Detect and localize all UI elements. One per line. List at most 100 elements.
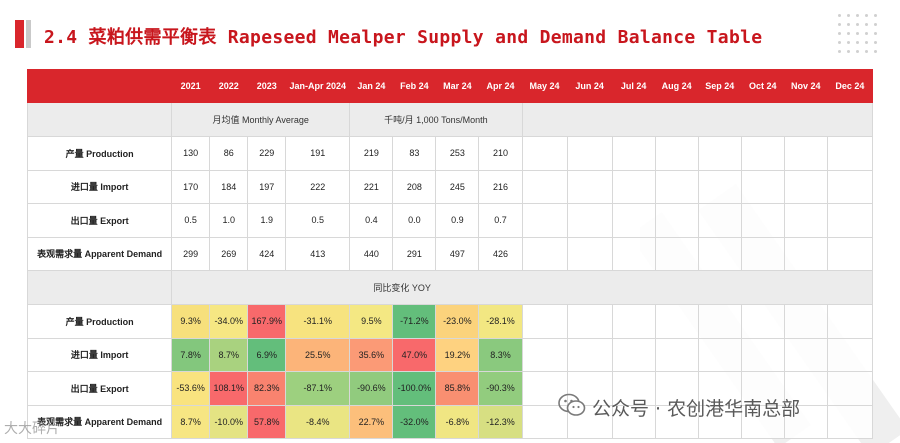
table-cell: -6.8% [435,404,480,439]
table-cell: 82.3% [247,371,287,406]
empty-cell [566,371,613,406]
empty-cell [826,404,874,439]
table-cell: 191 [285,136,351,171]
empty-cell [740,337,785,372]
table-cell: -90.3% [478,371,523,406]
watermark-text: 公众号 · 农创港华南总部 [592,398,801,420]
empty-cell [566,203,613,238]
table-row: 出口量 Export -53.6% 108.1% 82.3% -87.1% -90.6% -… [26,371,874,406]
table-cell: 9.3% [171,304,211,339]
empty-cell [566,404,613,439]
table-row: 出口量 Export 0.5 1.0 1.9 0.5 0.4 0.0 0.9 0.7 [26,203,874,238]
table-cell: -32.0% [392,404,437,439]
column-header: Aug 24 [654,69,699,103]
column-header: Jul 24 [611,69,656,103]
empty-cell [740,203,785,238]
empty-cell [826,304,874,339]
table-cell: 221 [349,169,394,204]
table-cell: 35.6% [349,337,394,372]
table-cell: 85.8% [435,371,480,406]
table-header-row: 2021 2022 2023 Jan-Apr 2024 Jan 24 Feb 24 Mar … [26,69,874,103]
table-cell: 1.9 [247,203,287,238]
table-cell: 57.8% [247,404,287,439]
header-blank [26,69,173,103]
table-cell: 8.3% [478,337,523,372]
table-cell: 9.5% [349,304,394,339]
empty-cell [521,203,568,238]
empty-cell [697,169,742,204]
empty-cell [521,404,568,439]
row-label: 表观需求量 Apparent Demand [26,404,173,439]
table-cell: 245 [435,169,480,204]
empty-cell [740,169,785,204]
empty-cell [654,169,699,204]
empty-cell [611,136,656,171]
table-cell: -90.6% [349,371,394,406]
table-cell: 170 [171,169,211,204]
empty-cell [740,136,785,171]
table-row: 产量 Production 9.3% -34.0% 167.9% -31.1% 9.5% -… [26,304,874,339]
table-cell: 0.0 [392,203,437,238]
table-cell: -12.3% [478,404,523,439]
table-cell: 269 [209,236,249,271]
column-header: Apr 24 [478,69,523,103]
table-cell: 0.4 [349,203,394,238]
table-cell: -87.1% [285,371,351,406]
table-cell: 8.7% [209,337,249,372]
balance-table: 2021 2022 2023 Jan-Apr 2024 Jan 24 Feb 24 Mar … [26,69,874,439]
empty-cell [654,136,699,171]
empty-cell [654,337,699,372]
empty-cell [826,169,874,204]
empty-cell [611,304,656,339]
table-cell: 0.5 [285,203,351,238]
empty-cell [521,337,568,372]
table-cell: 22.7% [349,404,394,439]
table-cell: 8.7% [171,404,211,439]
section-blank [26,270,173,305]
empty-cell [783,304,828,339]
table-cell: -100.0% [392,371,437,406]
empty-cell [521,304,568,339]
decorative-dots [838,14,882,58]
empty-cell [611,337,656,372]
table-row: 进口量 Import 7.8% 8.7% 6.9% 25.5% 35.6% 47.0% 19.… [26,337,874,372]
row-label: 出口量 Export [26,203,173,238]
empty-cell [697,236,742,271]
empty-cell [697,404,742,439]
table-cell: 440 [349,236,394,271]
title-accent-bar [15,20,35,48]
empty-cell [566,236,613,271]
table-cell: 424 [247,236,287,271]
table-cell: 413 [285,236,351,271]
empty-cell [826,136,874,171]
row-label: 表观需求量 Apparent Demand [26,236,173,271]
table-cell: 197 [247,169,287,204]
empty-cell [697,371,742,406]
column-header: Mar 24 [435,69,480,103]
section-header-row: 月均值 Monthly Average 千吨/月 1,000 Tons/Month [26,102,873,137]
row-label: 出口量 Export [26,371,173,406]
table-cell: 0.9 [435,203,480,238]
empty-cell [654,203,699,238]
table-cell: 108.1% [209,371,249,406]
table-cell: 6.9% [247,337,287,372]
empty-cell [783,236,828,271]
empty-cell [566,304,613,339]
column-header: Feb 24 [392,69,437,103]
empty-cell [697,136,742,171]
table-cell: 497 [435,236,480,271]
section-label: 同比变化 YOY [171,270,873,305]
column-header: May 24 [521,69,568,103]
table-cell: 210 [478,136,523,171]
table-cell: 19.2% [435,337,480,372]
table-cell: 1.0 [209,203,249,238]
column-header: Jan-Apr 2024 [285,69,351,103]
empty-cell [521,136,568,171]
column-header: Sep 24 [697,69,742,103]
empty-cell [826,371,874,406]
empty-cell [521,236,568,271]
empty-cell [783,169,828,204]
empty-cell [740,304,785,339]
column-header: 2021 [171,69,211,103]
empty-cell [826,236,874,271]
